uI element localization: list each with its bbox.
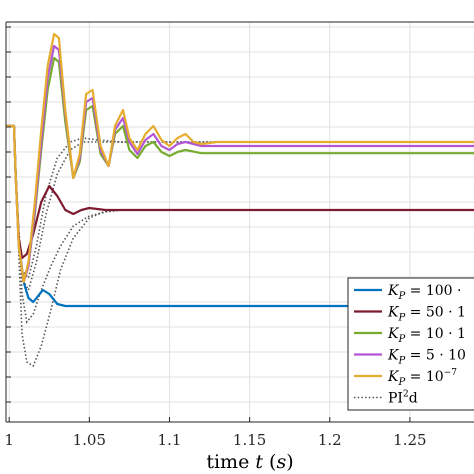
series-lines	[6, 32, 474, 368]
series-line-5	[6, 32, 474, 284]
x-ticks: 1 1.05 1.1 1.15 1.2 1.25	[4, 26, 427, 449]
legend-entry-2: KP = 50 · 1	[387, 305, 466, 324]
x-tick-label: 1	[4, 431, 14, 449]
x-tick-label: 1.25	[393, 431, 426, 449]
legend-entry-5: KP = 10−7	[387, 368, 457, 388]
x-tick-label: 1.05	[73, 431, 106, 449]
x-axis-label: time t (s)	[206, 451, 293, 473]
x-tick-label: 1.1	[158, 431, 182, 449]
legend-entry-4: KP = 5 · 10	[387, 348, 466, 367]
pi2d-dotted-curve-4	[6, 125, 474, 293]
legend: KP = 100 · KP = 50 · 1 KP = 10 · 1 KP = 5 ·…	[347, 277, 474, 411]
legend-entry-1: KP = 100 ·	[387, 283, 461, 302]
legend-entry-6: PI2d	[388, 390, 418, 407]
legend-entry-3: KP = 10 · 1	[387, 326, 466, 345]
x-tick-label: 1.2	[318, 431, 342, 449]
legend-box	[347, 277, 474, 411]
x-tick-label: 1.15	[233, 431, 266, 449]
